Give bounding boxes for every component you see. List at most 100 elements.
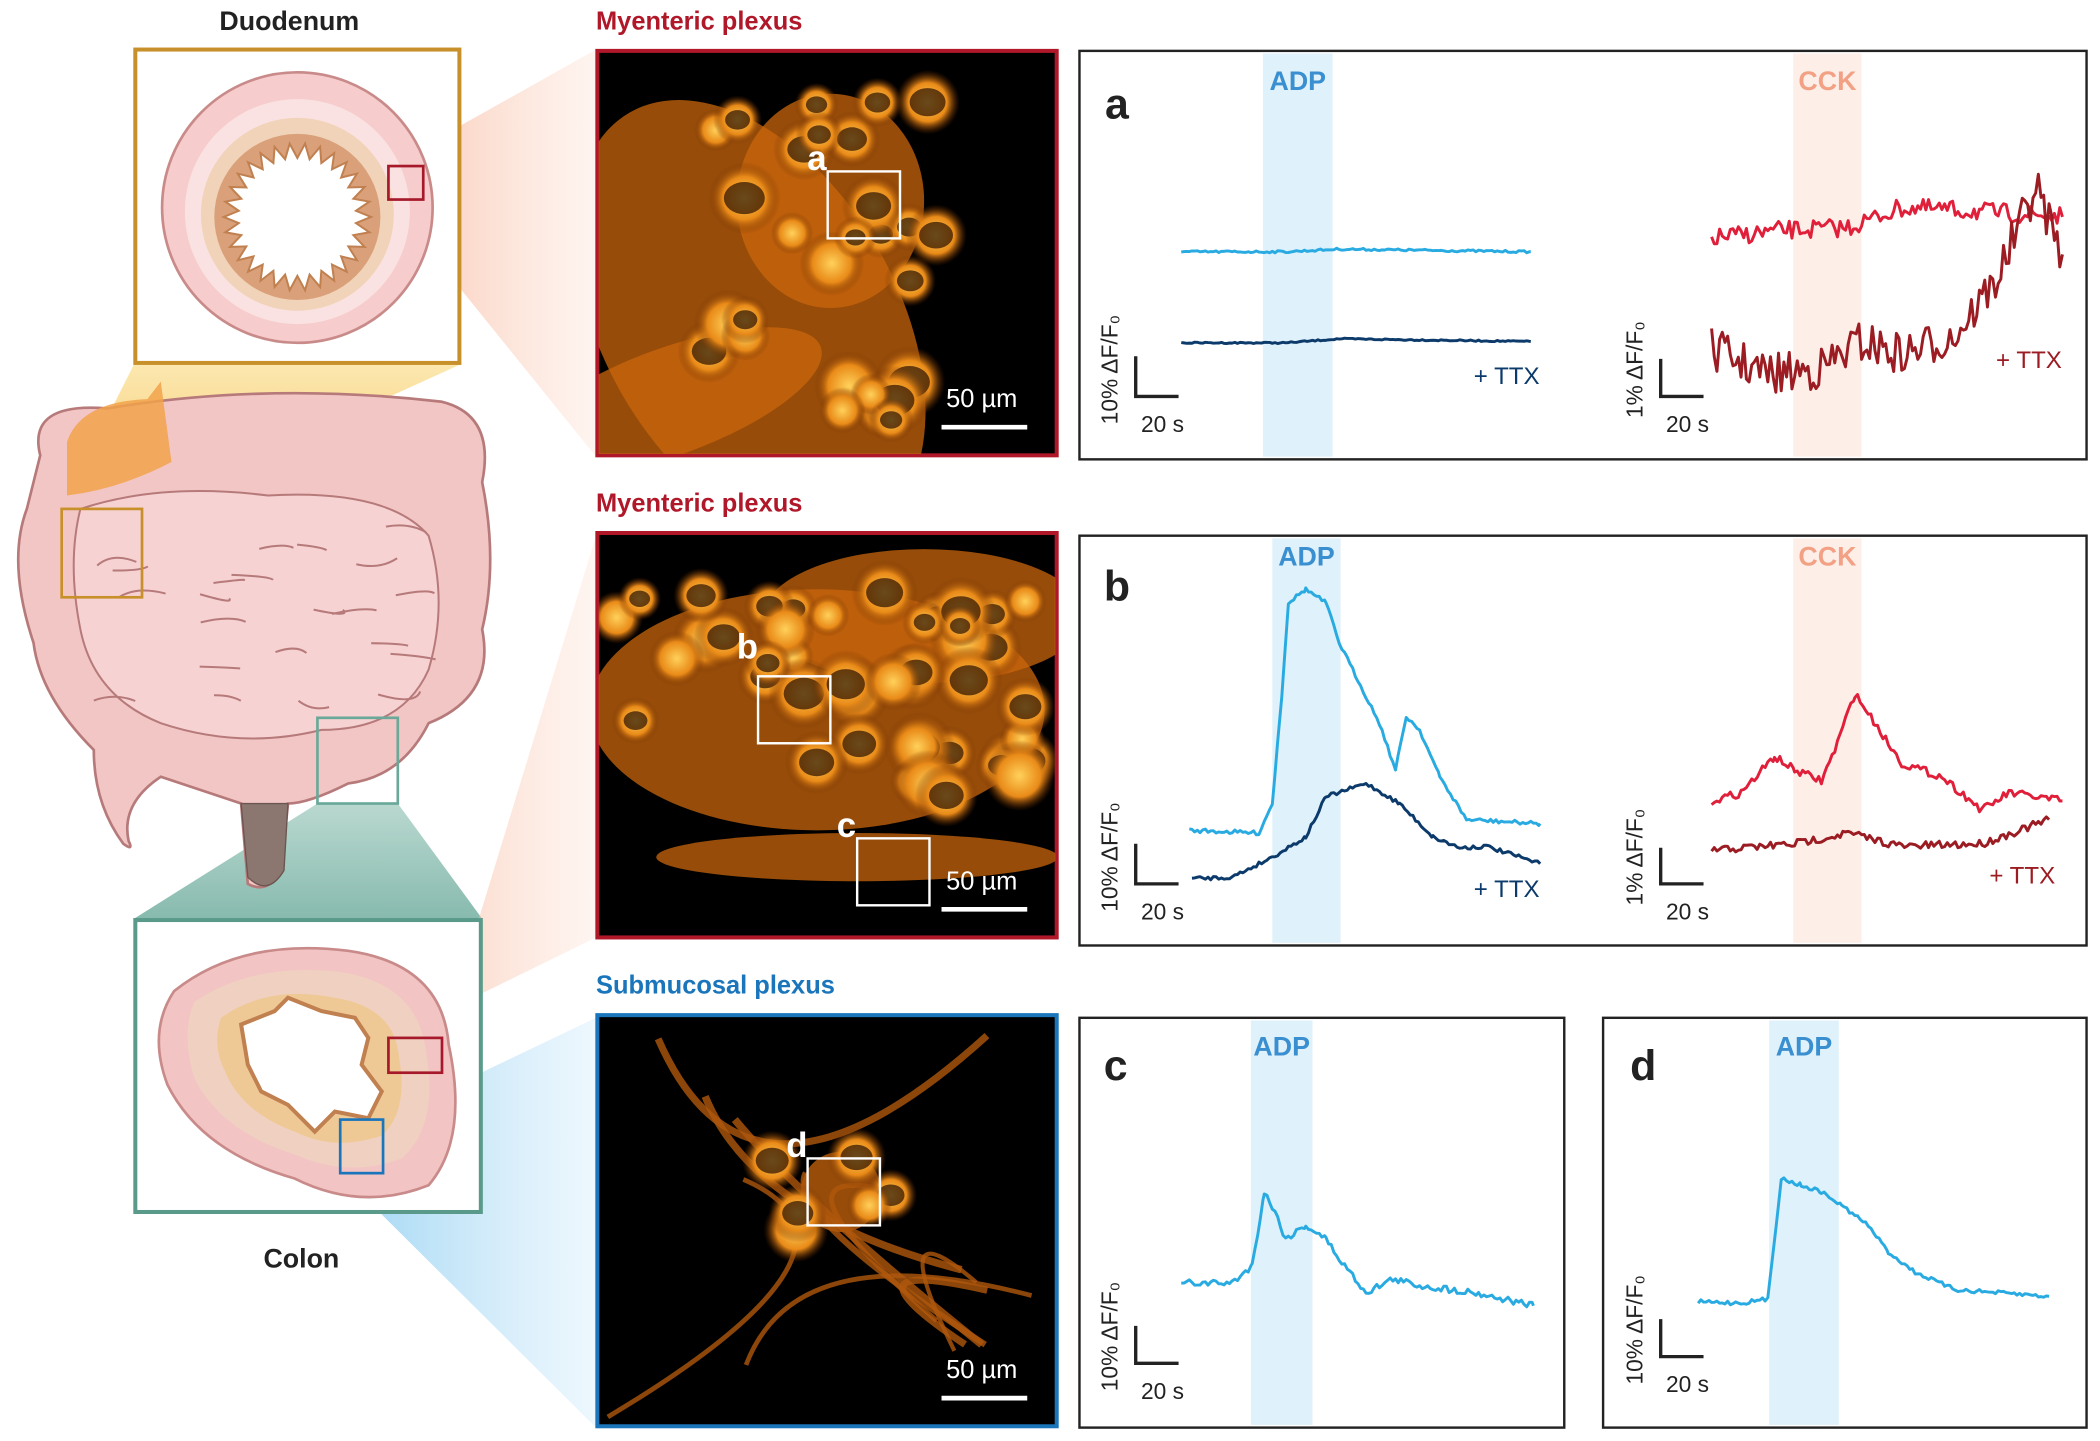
image-title: Submucosal plexus — [596, 972, 835, 1000]
cell-body — [733, 310, 758, 330]
fold — [395, 590, 435, 597]
scale-y-label: 10% ΔF/F₀ — [1622, 1275, 1648, 1384]
cell-body — [896, 270, 924, 292]
fold — [231, 573, 274, 581]
scale-x-label: 20 s — [1666, 1371, 1709, 1397]
scale-y-label: 10% ΔF/F₀ — [1097, 802, 1123, 911]
stimulus-band — [1769, 1020, 1839, 1425]
cell-body — [856, 192, 892, 220]
stimulus-label: ADP — [1278, 542, 1335, 572]
treatment-label: + TTX — [1474, 363, 1540, 390]
stimulus-label: ADP — [1253, 1032, 1310, 1062]
roi-box — [338, 1118, 385, 1175]
panel-letter: d — [1630, 1042, 1656, 1090]
stimulus-band — [1262, 53, 1333, 457]
cell-body — [866, 578, 904, 608]
fold — [296, 543, 328, 552]
stimulus-label: ADP — [1776, 1032, 1833, 1062]
scale-bar-label: 50 µm — [946, 867, 1017, 895]
fold — [118, 589, 166, 599]
cell-body — [826, 669, 865, 700]
cell — [819, 387, 866, 434]
fold — [275, 647, 308, 654]
micrograph — [598, 549, 1056, 882]
cell-body — [805, 96, 828, 114]
cell-body — [949, 665, 988, 696]
roi-box — [806, 1157, 882, 1227]
panel-frame — [1078, 1016, 1566, 1429]
scale-y-label: 1% ΔF/F₀ — [1622, 321, 1648, 418]
roi-box — [387, 164, 425, 201]
trace — [1710, 198, 2064, 246]
trace — [1710, 172, 2064, 394]
fold — [377, 691, 422, 701]
connector-fan — [388, 535, 597, 1040]
scale-bar-label: 50 µm — [946, 385, 1017, 413]
panel-frame — [1078, 534, 2088, 947]
fold — [297, 700, 330, 710]
cell-body — [864, 92, 891, 113]
fold — [96, 556, 137, 567]
fold — [213, 578, 246, 584]
scale-x-label: 20 s — [1666, 411, 1709, 437]
cell-body — [928, 781, 964, 810]
roi-box — [387, 1036, 444, 1075]
trace — [1697, 1176, 2050, 1307]
cell — [846, 1182, 892, 1228]
micrograph — [606, 1033, 1033, 1419]
scale-y-label: 10% ΔF/F₀ — [1097, 315, 1123, 424]
scale-y-label: 10% ΔF/F₀ — [1097, 1282, 1123, 1391]
cell-body — [686, 584, 716, 608]
panel-letter: a — [1105, 80, 1130, 128]
fold — [259, 544, 294, 550]
tissue — [598, 327, 822, 454]
treatment-label: + TTX — [1996, 347, 2062, 374]
cell — [771, 212, 814, 255]
cell-body — [807, 125, 831, 144]
trace — [1181, 336, 1531, 345]
stimulus-label: CCK — [1798, 542, 1857, 572]
roi-box — [756, 675, 832, 745]
cell-body — [919, 221, 954, 249]
roi-box — [826, 170, 902, 240]
panel-letter: b — [1104, 563, 1130, 611]
micrograph — [598, 69, 967, 454]
lumen — [221, 141, 374, 293]
cell-body — [723, 182, 765, 215]
panel-frame — [1601, 1016, 2088, 1429]
cell-body — [842, 730, 877, 758]
cell — [806, 594, 850, 637]
cell — [648, 630, 705, 687]
panel-frame — [1078, 49, 2088, 461]
cell-body — [629, 590, 651, 607]
cell-body — [837, 127, 867, 151]
fold — [371, 642, 409, 647]
fold — [356, 557, 398, 567]
fold — [213, 694, 242, 702]
duodenum-highlight — [67, 381, 172, 496]
scale-bar — [1134, 356, 1179, 399]
fold — [390, 652, 436, 661]
scale-x-label: 20 s — [1141, 1378, 1184, 1404]
trace — [1710, 815, 2051, 854]
scale-x-label: 20 s — [1666, 898, 1709, 924]
cell-body — [755, 1147, 789, 1174]
fiber — [800, 1171, 987, 1348]
cell — [983, 740, 1055, 812]
stimulus-band — [1272, 538, 1341, 943]
treatment-label: + TTX — [1989, 863, 2055, 890]
cell-body — [782, 1201, 814, 1226]
cell-body — [799, 748, 835, 777]
panel-letter: c — [1104, 1042, 1128, 1090]
cell-body — [707, 624, 740, 650]
roi-box — [855, 837, 931, 907]
scale-bar — [1659, 1319, 1704, 1359]
cell-body — [949, 617, 971, 634]
cell-body — [623, 711, 648, 731]
label: Colon — [263, 1243, 339, 1273]
cell-body — [725, 110, 750, 130]
cell-body — [1009, 694, 1042, 720]
fold — [199, 665, 241, 670]
trace — [1191, 782, 1542, 882]
